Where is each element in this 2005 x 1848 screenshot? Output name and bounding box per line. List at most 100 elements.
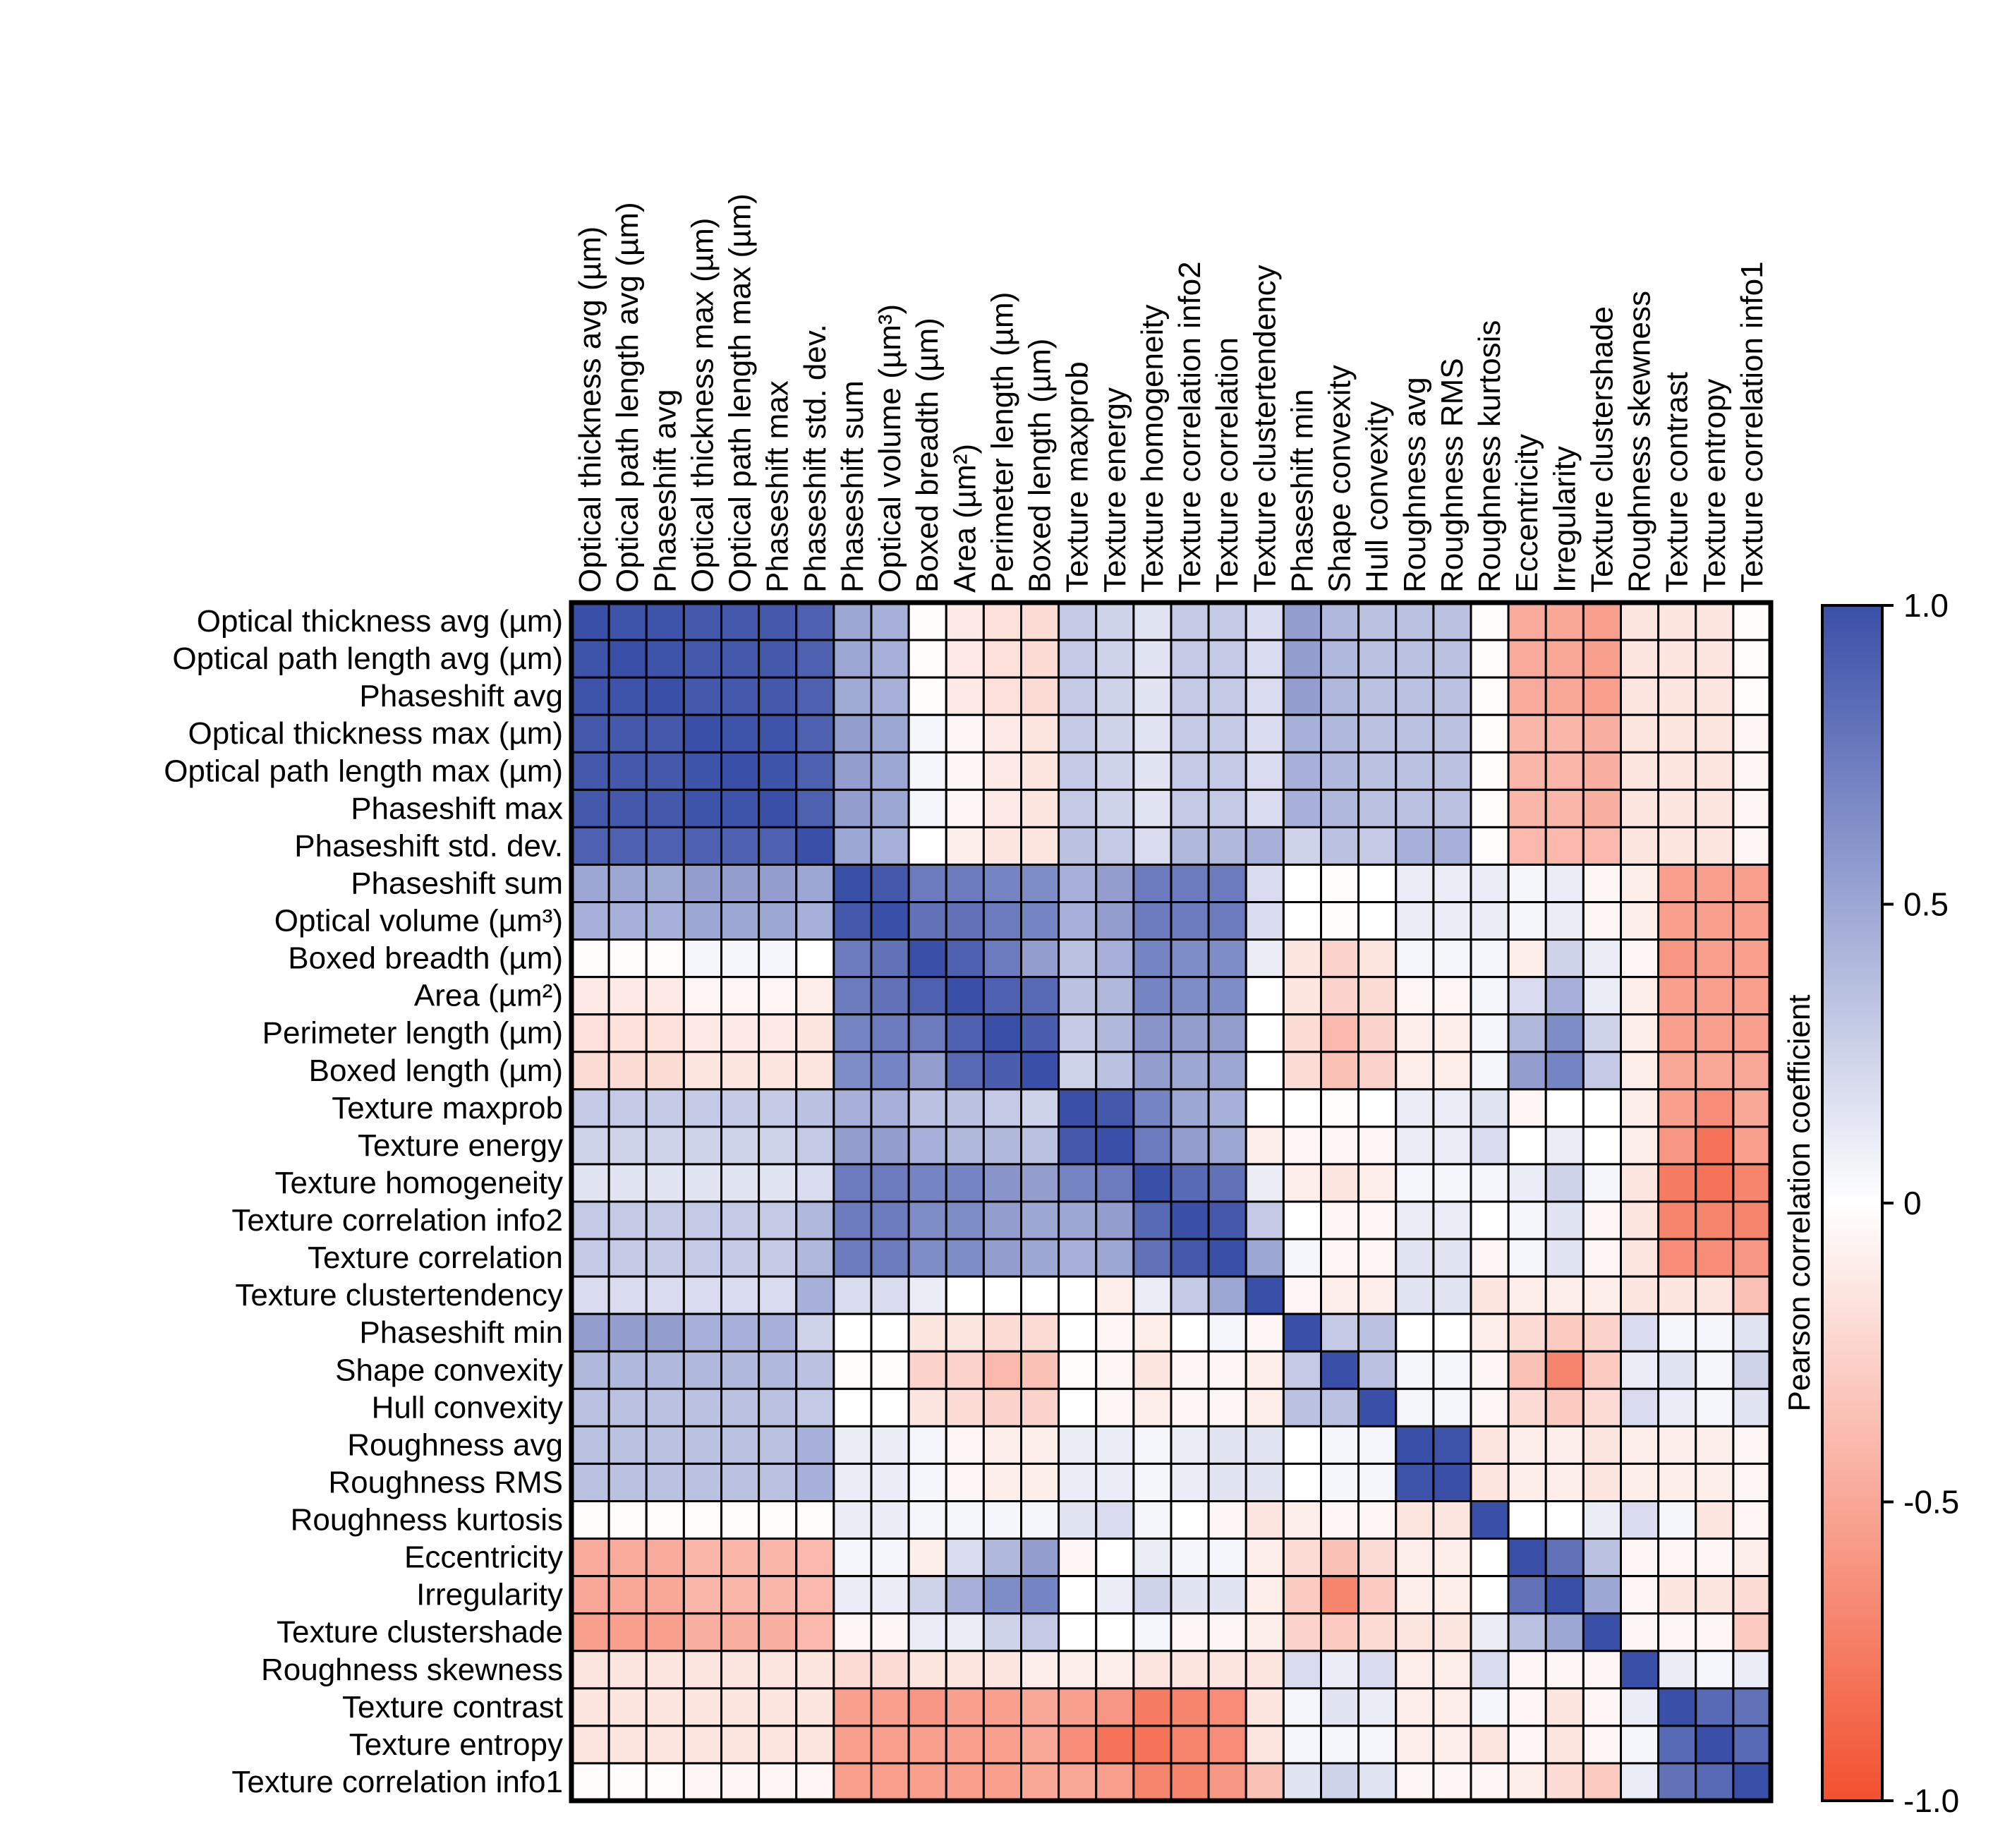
column-label: Optical path length avg (µm) bbox=[610, 202, 645, 593]
heatmap-cell bbox=[1695, 639, 1735, 679]
heatmap-cell bbox=[607, 713, 648, 754]
heatmap-cell bbox=[832, 713, 873, 754]
heatmap-cell bbox=[1507, 901, 1547, 941]
heatmap-cell bbox=[1395, 1051, 1435, 1091]
heatmap-cell bbox=[758, 1687, 798, 1727]
heatmap-cell bbox=[1244, 1125, 1285, 1166]
heatmap-cell bbox=[832, 938, 873, 979]
heatmap-cell bbox=[1470, 1387, 1510, 1427]
heatmap-cell bbox=[1244, 1538, 1285, 1578]
heatmap-cell bbox=[795, 1575, 835, 1615]
row-label: Texture correlation info2 bbox=[231, 1203, 563, 1238]
heatmap-cell bbox=[795, 1500, 835, 1540]
heatmap-cell bbox=[720, 1013, 761, 1053]
heatmap-cell bbox=[1732, 901, 1772, 941]
row-label: Optical volume (µm³) bbox=[274, 904, 563, 938]
heatmap-cell bbox=[870, 863, 910, 903]
heatmap-cell bbox=[758, 901, 798, 941]
heatmap-cell bbox=[1544, 1275, 1585, 1315]
heatmap-cell bbox=[795, 1312, 835, 1353]
heatmap-cell bbox=[1282, 826, 1322, 866]
heatmap-cell bbox=[1695, 1088, 1735, 1128]
heatmap-cell bbox=[720, 863, 761, 903]
heatmap-cell bbox=[945, 1312, 985, 1353]
heatmap-cell bbox=[982, 1013, 1022, 1053]
heatmap-cell bbox=[720, 1612, 761, 1653]
heatmap-cell bbox=[1282, 1125, 1322, 1166]
heatmap-cell bbox=[1432, 938, 1472, 979]
heatmap-cell bbox=[1620, 826, 1660, 866]
heatmap-cell bbox=[1207, 1575, 1247, 1615]
heatmap-cell bbox=[1132, 1125, 1173, 1166]
column-label: Boxed breadth (µm) bbox=[910, 318, 945, 593]
heatmap-cell bbox=[570, 1575, 610, 1615]
heatmap-cell bbox=[720, 1275, 761, 1315]
column-labels: Optical thickness avg (µm) Optical path l… bbox=[573, 193, 1769, 593]
heatmap-cell bbox=[1620, 1650, 1660, 1690]
heatmap-cell bbox=[1620, 1725, 1660, 1765]
heatmap-cell bbox=[1732, 976, 1772, 1016]
heatmap-cell bbox=[1282, 1687, 1322, 1727]
heatmap-cell bbox=[1695, 1350, 1735, 1390]
heatmap-cell bbox=[1132, 1200, 1173, 1240]
heatmap-cell bbox=[1620, 863, 1660, 903]
heatmap-cell bbox=[1170, 788, 1210, 828]
heatmap-cell bbox=[1207, 1051, 1247, 1091]
heatmap-cell bbox=[1170, 1725, 1210, 1765]
heatmap-cell bbox=[1432, 1387, 1472, 1427]
column-label: Phaseshift min bbox=[1285, 389, 1319, 593]
heatmap-cell bbox=[607, 1612, 648, 1653]
heatmap-cell bbox=[645, 1088, 685, 1128]
column-label: Phaseshift std. dev. bbox=[798, 324, 832, 593]
heatmap-cell bbox=[758, 1575, 798, 1615]
heatmap-cell bbox=[645, 1350, 685, 1390]
heatmap-cell bbox=[1357, 1312, 1398, 1353]
heatmap-cell bbox=[1620, 1762, 1660, 1802]
heatmap-cell bbox=[832, 1275, 873, 1315]
heatmap-cell bbox=[1320, 1725, 1360, 1765]
heatmap-cell bbox=[1357, 1350, 1398, 1390]
heatmap-cell bbox=[1282, 1538, 1322, 1578]
heatmap-cell bbox=[1582, 751, 1622, 791]
heatmap-cell bbox=[645, 713, 685, 754]
heatmap-cell bbox=[1207, 1350, 1247, 1390]
heatmap-cell bbox=[870, 788, 910, 828]
heatmap-cell bbox=[682, 601, 722, 641]
heatmap-cell bbox=[1544, 976, 1585, 1016]
heatmap-cell bbox=[645, 1575, 685, 1615]
heatmap-cell bbox=[1020, 1312, 1060, 1353]
heatmap-cell bbox=[982, 1612, 1022, 1653]
heatmap-cell bbox=[1320, 1163, 1360, 1203]
heatmap-cell bbox=[1544, 1687, 1585, 1727]
heatmap-cell bbox=[1132, 863, 1173, 903]
heatmap-cell bbox=[1470, 1538, 1510, 1578]
heatmap-cell bbox=[1207, 938, 1247, 979]
heatmap-cell bbox=[907, 863, 947, 903]
heatmap-cell bbox=[1395, 1500, 1435, 1540]
heatmap-cell bbox=[607, 1163, 648, 1203]
heatmap-cell bbox=[1244, 1238, 1285, 1278]
heatmap-cell bbox=[1207, 1088, 1247, 1128]
heatmap-cell bbox=[1320, 938, 1360, 979]
heatmap-cell bbox=[1058, 826, 1098, 866]
heatmap-cell bbox=[1282, 1200, 1322, 1240]
heatmap-cell bbox=[1695, 938, 1735, 979]
heatmap-cell bbox=[1432, 639, 1472, 679]
heatmap-cell bbox=[1095, 1575, 1135, 1615]
heatmap-cell bbox=[1732, 1575, 1772, 1615]
heatmap-cell bbox=[1170, 1387, 1210, 1427]
column-label: Texture contrast bbox=[1660, 372, 1695, 593]
heatmap-cell bbox=[758, 639, 798, 679]
heatmap-cell bbox=[1582, 1387, 1622, 1427]
row-label: Area (µm²) bbox=[414, 979, 563, 1013]
heatmap-cell bbox=[720, 1687, 761, 1727]
heatmap-cell bbox=[1395, 1762, 1435, 1802]
heatmap-cell bbox=[645, 1762, 685, 1802]
heatmap-cell bbox=[945, 788, 985, 828]
row-label: Perimeter length (µm) bbox=[262, 1016, 563, 1051]
heatmap-cell bbox=[1507, 1612, 1547, 1653]
heatmap-cell bbox=[645, 1650, 685, 1690]
heatmap-cell bbox=[1058, 938, 1098, 979]
heatmap-cell bbox=[1657, 1088, 1697, 1128]
heatmap-cell bbox=[1432, 1500, 1472, 1540]
